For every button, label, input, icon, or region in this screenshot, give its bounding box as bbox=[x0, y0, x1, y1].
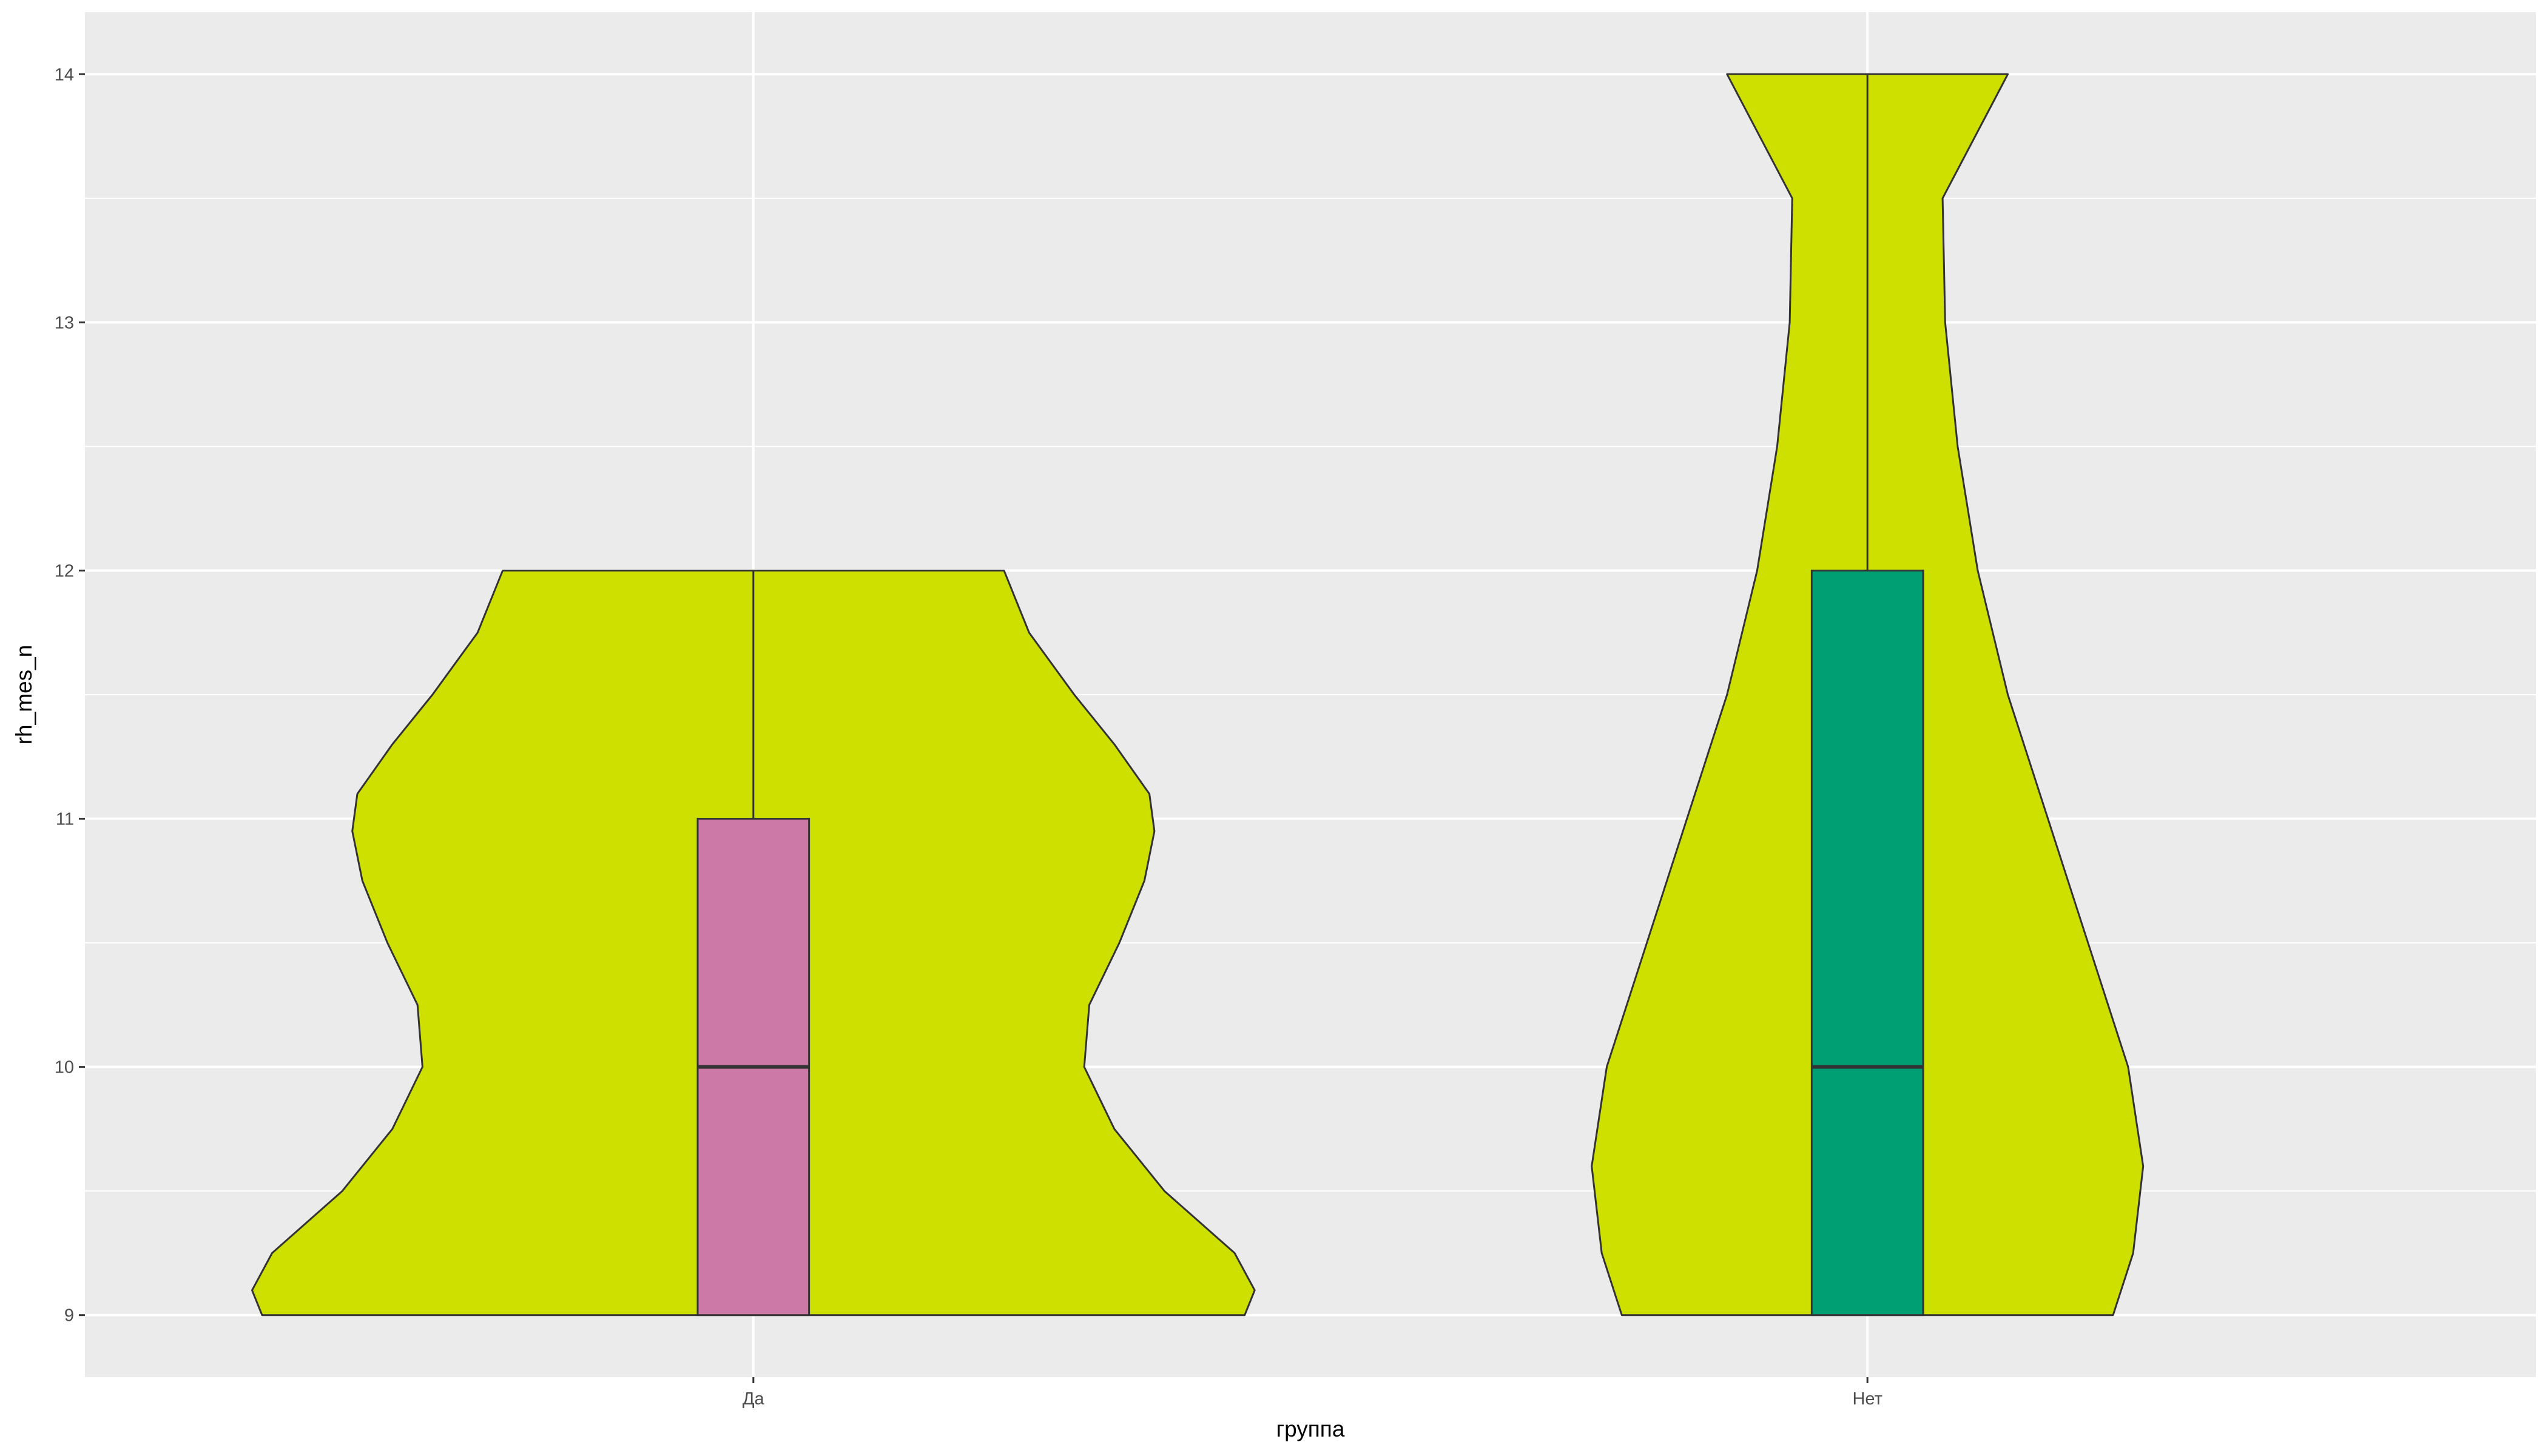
x-tick-label: Да bbox=[743, 1389, 765, 1409]
boxplots bbox=[696, 74, 1924, 1316]
y-tick-label: 9 bbox=[64, 1306, 74, 1326]
y-tick-label: 12 bbox=[55, 561, 74, 581]
y-tick-label: 10 bbox=[55, 1058, 74, 1077]
y-axis-title: rh_mes_n bbox=[12, 645, 36, 745]
y-tick-label: 14 bbox=[55, 65, 74, 84]
y-tick-label: 13 bbox=[55, 313, 74, 332]
x-tick-label: Нет bbox=[1852, 1389, 1882, 1409]
y-tick-label: 11 bbox=[56, 810, 74, 829]
box-2 bbox=[1810, 569, 1924, 1316]
x-axis-title: группа bbox=[1276, 1417, 1345, 1441]
y-axis: 9 10 11 12 13 14 bbox=[55, 65, 85, 1326]
x-axis: Да Нет bbox=[743, 1377, 1882, 1409]
